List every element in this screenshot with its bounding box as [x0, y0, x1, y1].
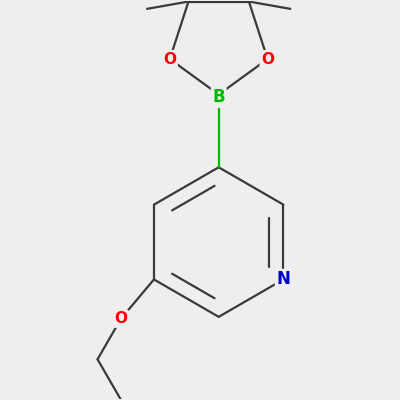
Text: N: N — [276, 270, 290, 288]
Text: O: O — [163, 52, 176, 66]
Text: B: B — [212, 88, 225, 106]
Text: O: O — [261, 52, 274, 66]
Text: O: O — [114, 311, 127, 326]
